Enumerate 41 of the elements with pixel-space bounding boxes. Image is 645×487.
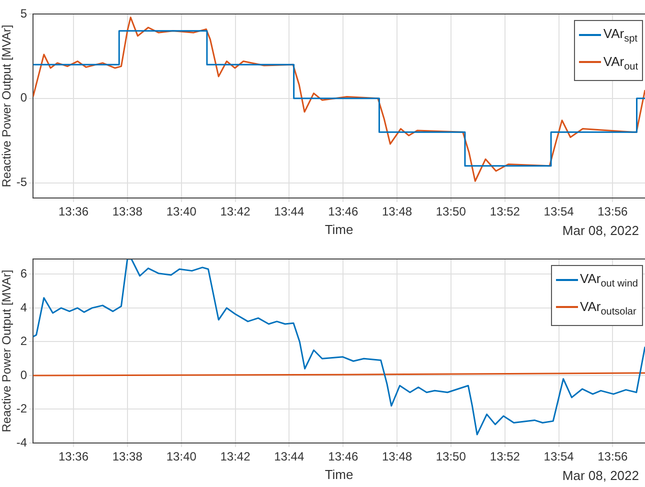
x-tick-label: 13:48 bbox=[382, 204, 412, 219]
x-tick-label: 13:40 bbox=[166, 204, 197, 219]
x-tick-label: 13:50 bbox=[436, 204, 466, 219]
x-tick-label: 13:52 bbox=[490, 450, 520, 464]
x-axis-title: Time bbox=[324, 222, 354, 237]
legend-label: VAr$_{out wind}$ bbox=[580, 271, 638, 290]
y-axis-title: Reactive Power Output [MVAr] bbox=[0, 24, 14, 188]
x-axis-title: Time bbox=[324, 466, 354, 482]
legend-label: VAr$_{out}$ bbox=[603, 54, 638, 72]
y-tick-label: 5 bbox=[20, 6, 28, 20]
x-tick-label: 13:38 bbox=[112, 450, 143, 464]
x-tick-label: 13:56 bbox=[598, 450, 628, 464]
y-axis-title: Reactive Power Output [MVAr] bbox=[0, 270, 14, 432]
y-tick-label: 0 bbox=[20, 90, 28, 105]
legend-label: VAr$_{outsolar}$ bbox=[580, 298, 636, 318]
x-tick-label: 13:46 bbox=[328, 204, 358, 219]
x-tick-label: 13:36 bbox=[58, 450, 89, 464]
y-tick-label: 0 bbox=[20, 368, 28, 382]
y-tick-label: 4 bbox=[20, 300, 28, 314]
x-tick-label: 13:42 bbox=[220, 450, 251, 464]
y-tick-label: 2 bbox=[20, 334, 28, 348]
x-tick-label: 13:52 bbox=[490, 204, 520, 219]
x-tick-label: 13:40 bbox=[166, 450, 197, 464]
x-tick-label: 13:56 bbox=[598, 204, 628, 219]
y-tick-label: -4 bbox=[16, 435, 28, 450]
y-tick-label: 6 bbox=[20, 266, 28, 281]
y-tick-label: -2 bbox=[16, 402, 28, 416]
x-tick-label: 13:42 bbox=[220, 204, 251, 219]
x-tick-label: 13:36 bbox=[58, 204, 89, 219]
x-tick-label: 13:48 bbox=[382, 450, 412, 464]
x-tick-label: 13:50 bbox=[436, 450, 466, 464]
x-tick-label: 13:38 bbox=[112, 204, 143, 219]
text: Mar 08, 2022 bbox=[562, 468, 639, 483]
legend-label: VAr$_{spt}$ bbox=[603, 26, 638, 45]
text: Mar 08, 2022 bbox=[562, 223, 639, 238]
x-tick-label: 13:44 bbox=[274, 450, 304, 464]
x-tick-label: 13:54 bbox=[544, 204, 574, 219]
x-tick-label: 13:46 bbox=[328, 450, 358, 464]
x-tick-label: 13:54 bbox=[544, 450, 574, 464]
y-tick-label: -5 bbox=[16, 175, 28, 190]
x-tick-label: 13:44 bbox=[274, 204, 304, 219]
